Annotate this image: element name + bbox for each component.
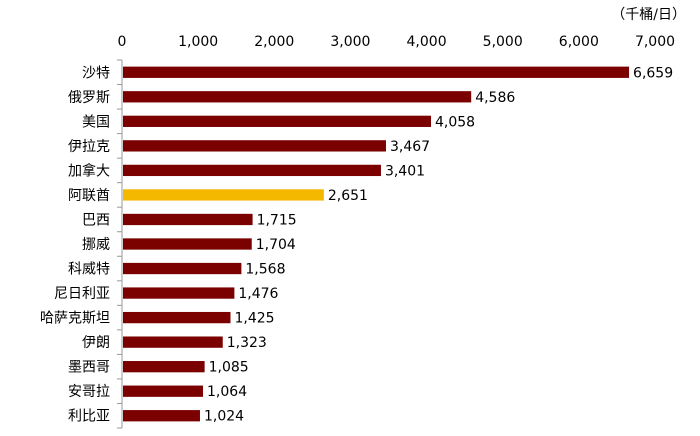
- category-label: 加拿大: [68, 162, 110, 179]
- category-label: 哈萨克斯坦: [40, 311, 110, 327]
- value-label: 4,058: [435, 114, 475, 130]
- category-label: 俄罗斯: [68, 90, 110, 106]
- bar: [123, 213, 253, 226]
- bar: [123, 238, 252, 250]
- x-tick-label: 2,000: [254, 34, 294, 50]
- category-label: 伊拉克: [68, 139, 110, 155]
- category-label: 沙特: [82, 65, 110, 81]
- value-label: 1,085: [209, 360, 249, 376]
- value-label: 1,064: [207, 384, 247, 400]
- bar: [123, 66, 630, 78]
- category-label: 尼日利亚: [54, 286, 110, 302]
- unit-label: （千桶/日）: [611, 7, 686, 23]
- x-tick-label: 0: [118, 34, 127, 50]
- bar: [123, 140, 386, 152]
- bar: [123, 361, 205, 373]
- x-tick-label: 4,000: [407, 34, 447, 50]
- bar: [123, 262, 242, 275]
- bar: [123, 311, 231, 324]
- x-tick-label: 6,000: [559, 34, 599, 50]
- category-label: 美国: [82, 114, 110, 130]
- category-label: 挪威: [82, 237, 110, 253]
- category-label: 利比亚: [68, 409, 110, 425]
- value-label: 1,568: [245, 262, 285, 278]
- bar: [123, 164, 381, 177]
- value-label: 6,659: [633, 65, 673, 81]
- value-label: 1,024: [204, 409, 244, 425]
- value-label: 1,476: [238, 286, 278, 302]
- value-label: 1,715: [257, 212, 297, 228]
- value-label: 4,586: [475, 90, 515, 106]
- value-label: 2,651: [328, 188, 368, 204]
- value-label: 1,323: [227, 335, 267, 351]
- bar: [123, 189, 324, 201]
- bar: [123, 336, 223, 348]
- x-tick-label: 3,000: [330, 34, 370, 50]
- value-label: 1,704: [256, 237, 296, 253]
- category-label: 墨西哥: [68, 360, 110, 376]
- value-label: 3,467: [390, 139, 430, 155]
- category-label: 安哥拉: [68, 384, 110, 400]
- bar: [123, 287, 235, 299]
- bar: [123, 115, 431, 127]
- category-label: 巴西: [82, 212, 110, 228]
- category-label: 伊朗: [82, 335, 110, 351]
- category-label: 阿联酋: [68, 187, 110, 204]
- x-tick-label: 7,000: [635, 34, 675, 50]
- bar: [123, 385, 204, 397]
- value-label: 1,425: [235, 311, 275, 327]
- value-label: 3,401: [385, 163, 425, 179]
- bar: [123, 410, 200, 422]
- bar: [123, 91, 472, 103]
- category-label: 科威特: [68, 262, 110, 278]
- x-tick-label: 1,000: [178, 34, 218, 50]
- x-tick-label: 5,000: [483, 34, 523, 50]
